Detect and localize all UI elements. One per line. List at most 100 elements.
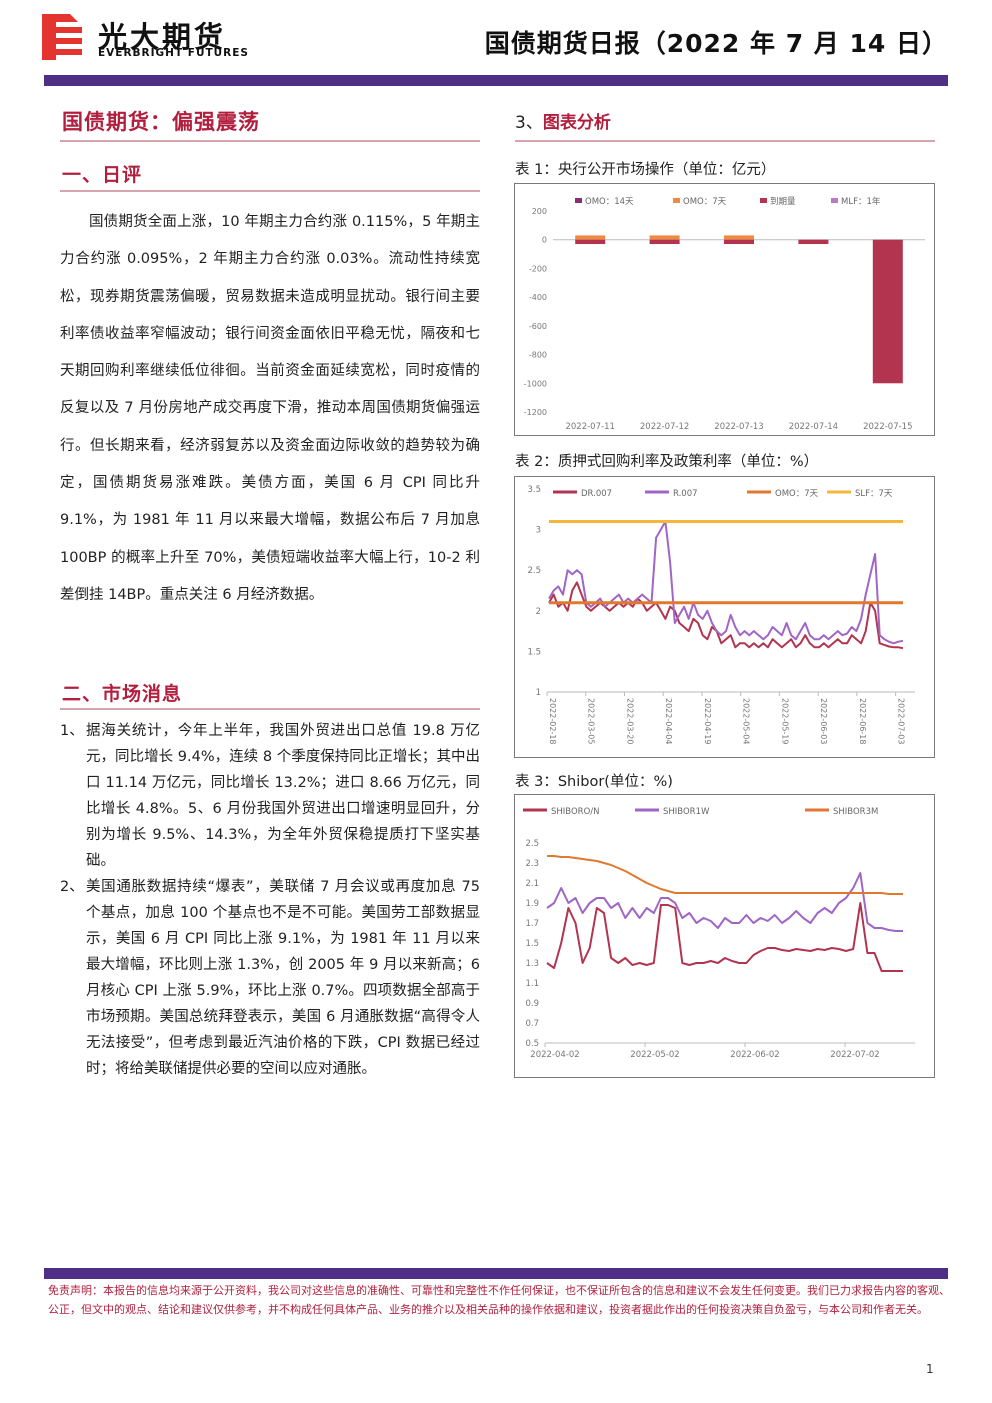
y-tick-label: -200 — [529, 264, 547, 273]
bar — [649, 235, 680, 240]
x-tick-label: 2022-07-12 — [640, 422, 689, 432]
bar — [649, 239, 680, 245]
y-tick-label: 0 — [542, 236, 547, 245]
y-tick-label: 1.1 — [525, 979, 539, 989]
x-tick-label: 2022-07-11 — [565, 422, 614, 432]
x-tick-label: 2022-07-14 — [789, 422, 838, 432]
x-tick-label: 2022-05-19 — [780, 698, 789, 745]
news-item: 1、 据海关统计，今年上半年，我国外贸进出口总值 19.8 万亿元，同比增长 9… — [60, 718, 480, 874]
y-tick-label: -400 — [529, 293, 547, 302]
news-item-number: 1、 — [60, 723, 84, 739]
legend-label: SHIBOR3M — [833, 807, 878, 817]
review-heading: 一、日评 — [62, 164, 143, 186]
news-heading-underline — [60, 708, 480, 710]
y-tick-label: 2.5 — [527, 566, 541, 576]
report-headline: 国债期货：偏强震荡 — [62, 110, 260, 134]
repo-rate-line-chart: 3.5 3 2.5 2 1.5 1 2022-02-18 2022-03-05 2022-03-… — [527, 485, 915, 745]
y-tick-label: 2.5 — [525, 839, 539, 849]
y-tick-label: 1.5 — [525, 939, 539, 949]
y-tick-label: 2.3 — [525, 859, 539, 869]
chart3-frame: 2.5 2.3 2.1 1.9 1.7 1.5 1.3 1.1 0.9 0.7 0.5 2022-04… — [514, 794, 935, 1078]
legend-label: R.007 — [673, 489, 698, 499]
shibor-line-chart: 2.5 2.3 2.1 1.9 1.7 1.5 1.3 1.1 0.9 0.7 0.52022-04… — [523, 807, 915, 1060]
x-tick-label: 2022-04-04 — [664, 698, 673, 745]
chart3-title: 表 3：Shibor(单位：%) — [515, 774, 673, 790]
disclaimer-text: 免责声明：本报告的信息均来源于公开资料，我公司对这些信息的准确性、可靠性和完整性… — [48, 1284, 950, 1316]
y-tick-label: 1.5 — [527, 647, 541, 657]
brand-name-en: EVERBRIGHT FUTURES — [98, 47, 249, 59]
x-tick-label: 2022-05-04 — [742, 698, 751, 745]
bar — [724, 235, 754, 240]
y-tick-label: -800 — [529, 351, 547, 360]
x-tick-label: 2022-04-19 — [703, 698, 712, 745]
legend-label: SHIBOR1W — [663, 807, 710, 817]
series-line — [546, 902, 903, 972]
y-tick-label: 2 — [536, 607, 541, 617]
y-tick-label: 3 — [536, 526, 541, 536]
y-tick-label: -1000 — [524, 379, 547, 388]
legend-label: OMO：7天 — [683, 197, 727, 207]
legend-label: SHIBORO/N — [551, 807, 600, 817]
series-line — [547, 855, 903, 895]
bar — [575, 239, 606, 245]
footer-divider — [44, 1268, 948, 1279]
legend-label: OMO：14天 — [585, 197, 634, 207]
news-heading: 二、市场消息 — [62, 683, 183, 705]
legend-label: MLF：1年 — [841, 196, 881, 207]
news-item: 2、 美国通胀数据持续“爆表”，美联储 7 月会议或再度加息 75 个基点，加息… — [60, 874, 480, 1082]
report-title: 国债期货日报（2022 年 7 月 14 日） — [484, 29, 948, 58]
x-tick-label: 2022-03-20 — [625, 698, 634, 745]
series-line — [548, 520, 904, 645]
chart1-frame: 200 0 -200 -400 -600 -800 -1000 -1200 2022-07-11… — [514, 183, 935, 436]
y-tick-label: 0.9 — [525, 999, 539, 1009]
chart-section-heading: 3、图表分析 — [515, 108, 611, 133]
y-tick-label: 1 — [536, 688, 541, 698]
y-tick-label: 1.3 — [525, 959, 539, 969]
chart2-title: 表 2：质押式回购利率及政策利率（单位：%） — [515, 454, 819, 470]
news-item-number: 2、 — [60, 879, 84, 895]
review-paragraph: 国债期货全面上涨，10 年期主力合约涨 0.115%，5 年期主力合约涨 0.0… — [60, 214, 480, 603]
legend-label: SLF：7天 — [855, 489, 893, 499]
legend-label: 到期量 — [770, 197, 796, 207]
brand-logo-mark — [40, 12, 84, 62]
y-tick-label: 200 — [532, 207, 547, 216]
bar — [872, 239, 903, 384]
legend-label: OMO：7天 — [775, 489, 819, 499]
chart-section-title: 图表分析 — [542, 113, 611, 133]
y-tick-label: -1200 — [524, 408, 547, 417]
series-line — [548, 581, 904, 650]
chart-section-number: 3、 — [515, 113, 543, 133]
series-line — [546, 872, 903, 932]
y-tick-label: 0.5 — [525, 1039, 539, 1049]
chart-section-underline — [515, 140, 935, 142]
bar — [575, 235, 606, 240]
x-tick-label: 2022-05-02 — [630, 1050, 679, 1060]
legend-swatch — [575, 198, 582, 203]
y-tick-label: 1.9 — [525, 899, 539, 909]
chart1-title: 表 1：央行公开市场操作（单位：亿元） — [515, 162, 776, 178]
y-tick-label: 1.7 — [525, 919, 539, 929]
x-tick-label: 2022-07-03 — [897, 698, 906, 745]
x-tick-label: 2022-06-18 — [858, 698, 867, 745]
y-tick-label: 3.5 — [527, 485, 541, 495]
review-heading-underline — [60, 190, 480, 192]
omo-bar-chart: 200 0 -200 -400 -600 -800 -1000 -1200 2022-07-11… — [524, 196, 925, 432]
y-tick-label: -600 — [529, 322, 547, 331]
chart2-frame: 3.5 3 2.5 2 1.5 1 2022-02-18 2022-03-05 2022-03-… — [514, 476, 935, 758]
x-tick-label: 2022-06-02 — [730, 1050, 779, 1060]
legend-label: DR.007 — [581, 489, 612, 499]
x-tick-label: 2022-03-05 — [587, 698, 596, 745]
bar — [724, 239, 754, 245]
news-item-text: 据海关统计，今年上半年，我国外贸进出口总值 19.8 万亿元，同比增长 9.4%… — [86, 723, 480, 869]
bar — [798, 239, 829, 245]
x-tick-label: 2022-02-18 — [548, 698, 557, 745]
x-tick-label: 2022-07-02 — [830, 1050, 879, 1060]
page-number: 1 — [926, 1362, 934, 1376]
header-divider — [44, 75, 948, 86]
x-tick-label: 2022-06-03 — [819, 698, 828, 745]
legend-swatch — [673, 198, 680, 203]
x-tick-label: 2022-07-13 — [714, 422, 763, 432]
legend-swatch — [831, 198, 838, 203]
headline-underline — [60, 140, 480, 142]
news-item-text: 美国通胀数据持续“爆表”，美联储 7 月会议或再度加息 75 个基点，加息 10… — [86, 879, 480, 1077]
